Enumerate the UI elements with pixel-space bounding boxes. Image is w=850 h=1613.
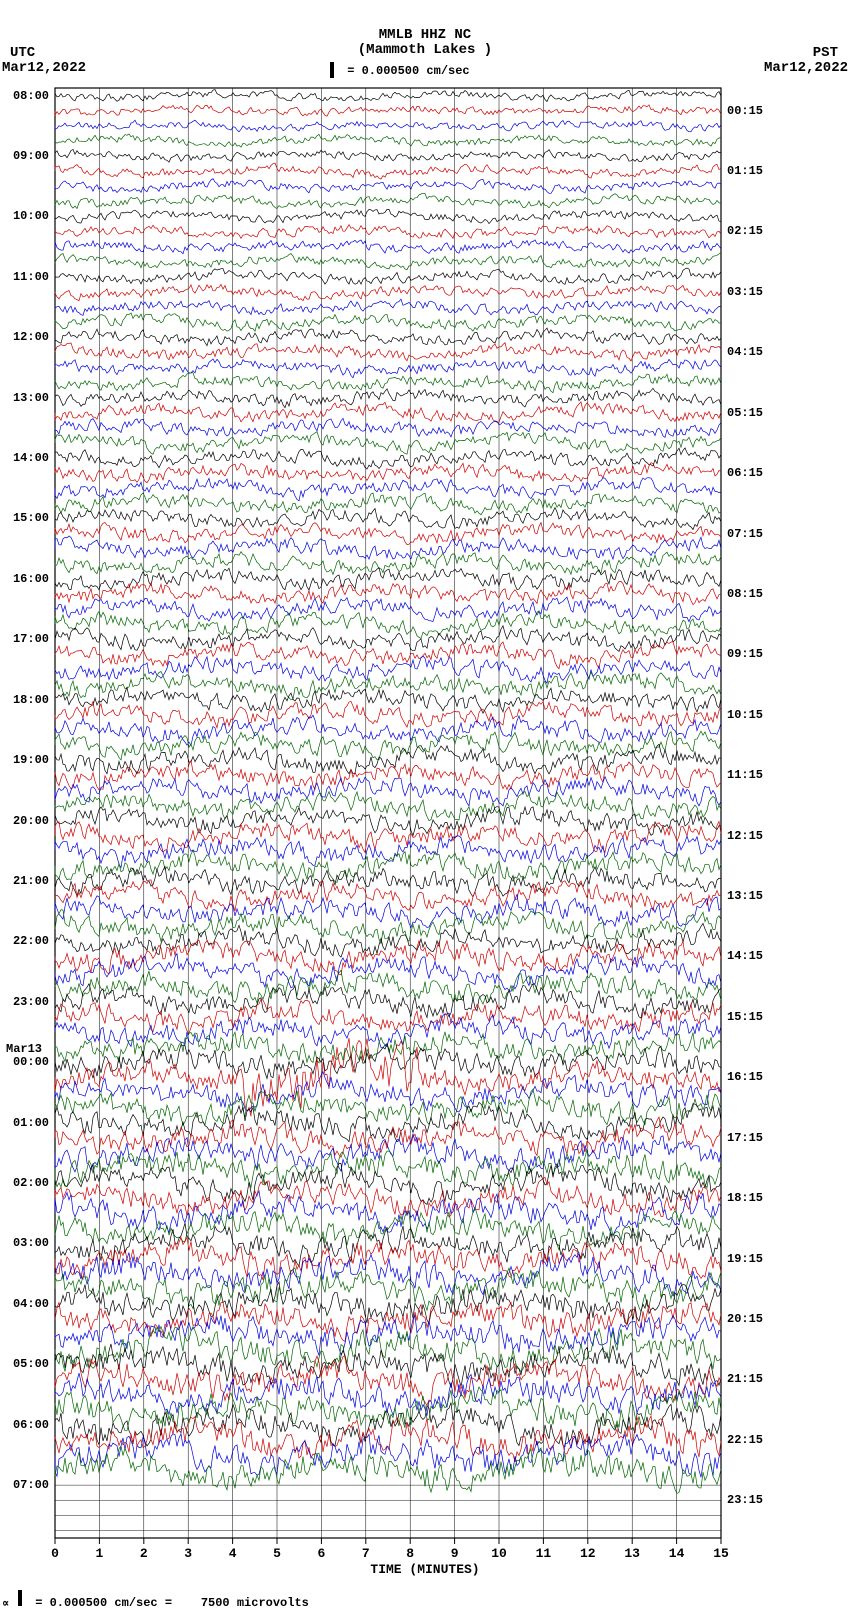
pst-time-label: 08:15 <box>727 587 763 601</box>
utc-time-label: 14:00 <box>0 451 49 465</box>
pst-time-label: 09:15 <box>727 647 763 661</box>
utc-time-label: 00:00 <box>0 1055 49 1069</box>
x-tick: 9 <box>445 1546 465 1561</box>
pst-date: Mar12,2022 <box>764 60 848 76</box>
pst-time-label: 02:15 <box>727 224 763 238</box>
x-tick: 10 <box>489 1546 509 1561</box>
seismogram-plot <box>53 86 723 1576</box>
pst-label: PST <box>813 45 838 61</box>
utc-time-label: 17:00 <box>0 632 49 646</box>
pst-time-label: 11:15 <box>727 768 763 782</box>
utc-time-label: 07:00 <box>0 1478 49 1492</box>
station-code: MMLB HHZ NC <box>0 27 850 43</box>
x-tick: 2 <box>134 1546 154 1561</box>
x-tick: 14 <box>667 1546 687 1561</box>
utc-time-label: 01:00 <box>0 1116 49 1130</box>
pst-time-label: 21:15 <box>727 1372 763 1386</box>
pst-time-label: 18:15 <box>727 1191 763 1205</box>
x-tick: 3 <box>178 1546 198 1561</box>
utc-time-label: 02:00 <box>0 1176 49 1190</box>
utc-time-label: 11:00 <box>0 270 49 284</box>
utc-time-label: 06:00 <box>0 1418 49 1432</box>
x-tick: 13 <box>622 1546 642 1561</box>
pst-time-label: 16:15 <box>727 1070 763 1084</box>
pst-time-label: 14:15 <box>727 949 763 963</box>
utc-label: UTC <box>10 45 35 61</box>
utc-time-label: 18:00 <box>0 693 49 707</box>
station-location: (Mammoth Lakes ) <box>0 42 850 58</box>
utc-day-break: Mar13 <box>6 1042 42 1056</box>
x-axis-label: TIME (MINUTES) <box>0 1562 850 1577</box>
utc-time-label: 20:00 <box>0 814 49 828</box>
x-tick: 8 <box>400 1546 420 1561</box>
pst-time-label: 05:15 <box>727 406 763 420</box>
pst-time-label: 22:15 <box>727 1433 763 1447</box>
x-tick: 11 <box>533 1546 553 1561</box>
pst-time-label: 07:15 <box>727 527 763 541</box>
x-tick: 12 <box>578 1546 598 1561</box>
pst-time-label: 04:15 <box>727 345 763 359</box>
footer-text: = 0.000500 cm/sec = 7500 microvolts <box>28 1596 309 1610</box>
utc-time-label: 13:00 <box>0 391 49 405</box>
scale-bar-icon <box>330 62 334 78</box>
x-tick: 0 <box>45 1546 65 1561</box>
utc-time-label: 19:00 <box>0 753 49 767</box>
utc-time-label: 23:00 <box>0 995 49 1009</box>
scale-text: = 0.000500 cm/sec <box>340 64 470 78</box>
utc-time-label: 05:00 <box>0 1357 49 1371</box>
pst-time-label: 17:15 <box>727 1131 763 1145</box>
x-tick: 7 <box>356 1546 376 1561</box>
pst-time-label: 13:15 <box>727 889 763 903</box>
footer-symbol: ∝ <box>2 1596 16 1611</box>
pst-time-label: 06:15 <box>727 466 763 480</box>
pst-time-label: 15:15 <box>727 1010 763 1024</box>
utc-time-label: 09:00 <box>0 149 49 163</box>
pst-time-label: 19:15 <box>727 1252 763 1266</box>
utc-time-label: 12:00 <box>0 330 49 344</box>
pst-time-label: 23:15 <box>727 1493 763 1507</box>
utc-time-label: 08:00 <box>0 89 49 103</box>
footer-scale-bar-icon <box>18 1590 22 1606</box>
pst-time-label: 01:15 <box>727 164 763 178</box>
x-tick: 15 <box>711 1546 731 1561</box>
pst-time-label: 00:15 <box>727 104 763 118</box>
utc-time-label: 16:00 <box>0 572 49 586</box>
utc-time-label: 03:00 <box>0 1236 49 1250</box>
x-tick: 6 <box>311 1546 331 1561</box>
utc-time-label: 21:00 <box>0 874 49 888</box>
utc-date: Mar12,2022 <box>2 60 86 76</box>
x-tick: 4 <box>223 1546 243 1561</box>
utc-time-label: 10:00 <box>0 209 49 223</box>
x-tick: 1 <box>89 1546 109 1561</box>
pst-time-label: 03:15 <box>727 285 763 299</box>
pst-time-label: 20:15 <box>727 1312 763 1326</box>
x-tick: 5 <box>267 1546 287 1561</box>
utc-time-label: 15:00 <box>0 511 49 525</box>
pst-time-label: 10:15 <box>727 708 763 722</box>
utc-time-label: 22:00 <box>0 934 49 948</box>
utc-time-label: 04:00 <box>0 1297 49 1311</box>
pst-time-label: 12:15 <box>727 829 763 843</box>
